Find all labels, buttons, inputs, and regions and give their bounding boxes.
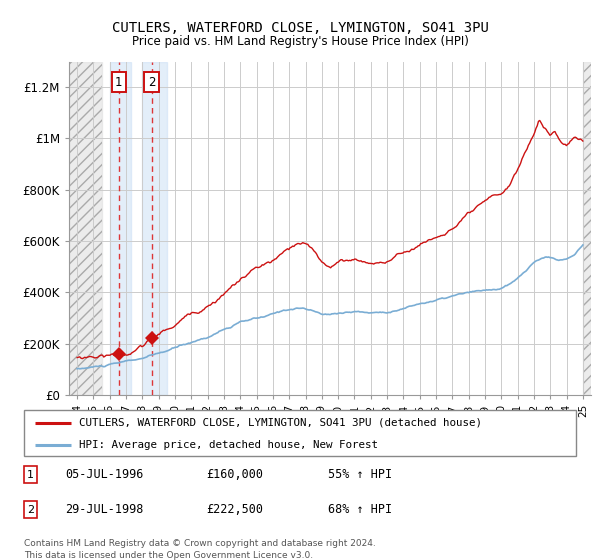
- Text: Contains HM Land Registry data © Crown copyright and database right 2024.
This d: Contains HM Land Registry data © Crown c…: [24, 539, 376, 560]
- Bar: [142, 62, 167, 395]
- Bar: [583, 62, 591, 395]
- Text: 29-JUL-1998: 29-JUL-1998: [65, 503, 144, 516]
- Text: 2: 2: [27, 505, 34, 515]
- Bar: [583, 62, 591, 395]
- Text: HPI: Average price, detached house, New Forest: HPI: Average price, detached house, New …: [79, 440, 378, 450]
- FancyBboxPatch shape: [24, 410, 576, 456]
- Text: 68% ↑ HPI: 68% ↑ HPI: [328, 503, 392, 516]
- Text: 55% ↑ HPI: 55% ↑ HPI: [328, 468, 392, 481]
- Text: CUTLERS, WATERFORD CLOSE, LYMINGTON, SO41 3PU (detached house): CUTLERS, WATERFORD CLOSE, LYMINGTON, SO4…: [79, 418, 482, 428]
- Bar: [69, 62, 101, 395]
- Text: £222,500: £222,500: [206, 503, 263, 516]
- Text: 2: 2: [148, 76, 155, 88]
- Text: 05-JUL-1996: 05-JUL-1996: [65, 468, 144, 481]
- Text: £160,000: £160,000: [206, 468, 263, 481]
- Text: CUTLERS, WATERFORD CLOSE, LYMINGTON, SO41 3PU: CUTLERS, WATERFORD CLOSE, LYMINGTON, SO4…: [112, 21, 488, 35]
- Text: Price paid vs. HM Land Registry's House Price Index (HPI): Price paid vs. HM Land Registry's House …: [131, 35, 469, 48]
- Bar: [110, 62, 131, 395]
- Text: 1: 1: [115, 76, 122, 88]
- Text: 1: 1: [27, 470, 34, 479]
- Bar: [69, 62, 101, 395]
